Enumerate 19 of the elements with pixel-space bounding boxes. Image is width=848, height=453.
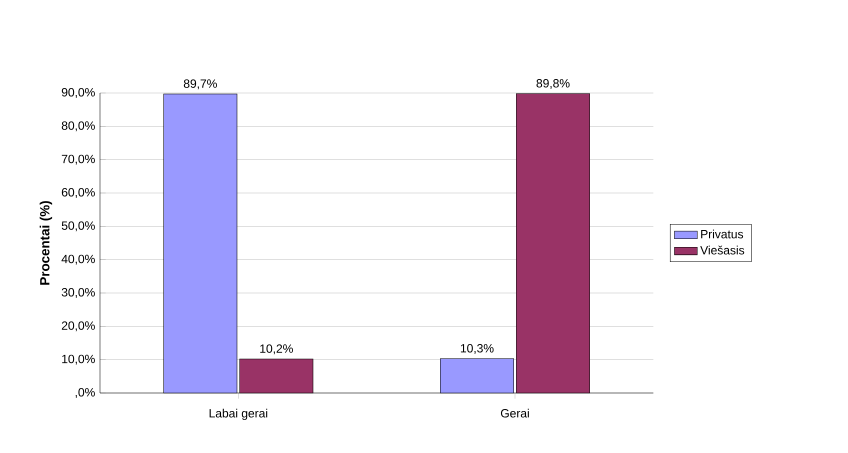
y-tick-label: 30,0% (62, 288, 95, 298)
y-axis-title: Procentai (%) (40, 201, 52, 285)
y-tick-label: 10,0% (62, 354, 95, 365)
data-label: 10,3% (460, 344, 494, 354)
y-tick-label: 80,0% (62, 121, 95, 132)
data-label: 89,8% (536, 79, 570, 89)
y-tick-label: 60,0% (62, 188, 95, 198)
x-tick-label: Gerai (500, 408, 529, 418)
y-tick-label: 70,0% (62, 154, 95, 165)
x-tick-label: Labai gerai (210, 408, 268, 420)
y-tick-label: 20,0% (62, 321, 95, 332)
legend-label: Viešasis (700, 246, 744, 255)
y-tick-label: 90,0% (62, 88, 95, 98)
y-tick-label: ,0% (76, 388, 95, 398)
legend-label: Privatus (701, 230, 744, 238)
data-label: 89,7% (184, 79, 217, 90)
y-tick-label: 40,0% (62, 254, 95, 265)
y-tick-label: 50,0% (62, 221, 95, 232)
data-label: 10,2% (260, 344, 293, 354)
